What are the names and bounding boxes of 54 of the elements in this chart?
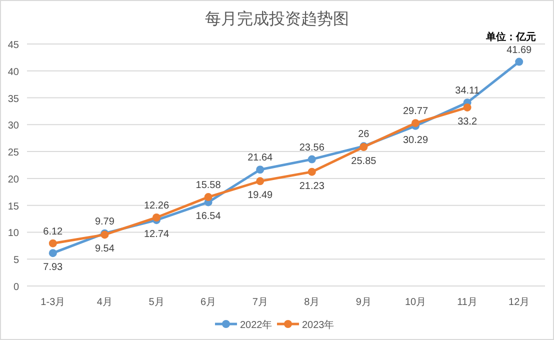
x-tick-label: 1-3月	[40, 297, 66, 308]
y-tick-label: 40	[8, 66, 20, 78]
y-tick-label: 25	[8, 148, 20, 159]
data-label: 25.85	[351, 156, 377, 167]
data-label: 6.12	[43, 226, 64, 238]
y-tick-label: 0	[13, 282, 20, 293]
data-label: 29.77	[402, 106, 428, 118]
point	[48, 249, 57, 258]
point	[204, 193, 212, 202]
point	[515, 58, 524, 66]
data-label: 21.64	[248, 152, 274, 164]
x-tick-label: 4月	[96, 297, 112, 308]
data-label: 23.56	[299, 142, 325, 154]
data-label: 16.54	[196, 211, 222, 222]
data-label: 9.79	[94, 216, 115, 228]
point	[308, 155, 316, 164]
point	[412, 119, 420, 128]
y-tick-label: 35	[8, 94, 20, 105]
point	[152, 213, 160, 222]
data-label: 12.26	[144, 200, 170, 212]
text: 单位：亿元	[485, 31, 536, 43]
y-tick-label: 20	[8, 174, 20, 186]
point	[308, 168, 316, 176]
y-tick-label: 10	[8, 228, 20, 240]
data-label: 15.58	[196, 180, 222, 192]
x-tick-label: 6月	[200, 297, 216, 308]
data-label: 26	[358, 129, 370, 140]
x-tick-label: 10月	[404, 297, 426, 308]
x-tick-label: 7月	[252, 297, 268, 308]
legend-label: 2023年	[302, 319, 334, 331]
data-label: 21.23	[299, 180, 325, 192]
data-label: 34.11	[455, 86, 480, 97]
y-tick-label: 15	[8, 201, 20, 212]
y-tick-label: 5	[13, 255, 20, 266]
data-label: 19.49	[248, 190, 274, 202]
y-tick-label: 45	[8, 40, 20, 51]
chart-title: 每月完成投资趋势图	[205, 10, 349, 28]
y-tick-label: 30	[8, 120, 20, 132]
data-label: 33.2	[458, 116, 478, 128]
x-tick-label: 8月	[304, 297, 320, 308]
point	[463, 103, 472, 112]
data-label: 41.69	[506, 44, 532, 56]
data-label: 9.54	[94, 244, 115, 255]
data-label: 30.29	[402, 134, 428, 146]
point	[48, 239, 57, 248]
x-tick-label: 11月	[457, 297, 478, 308]
data-label: 7.93	[43, 262, 64, 274]
x-tick-label: 9月	[356, 297, 372, 308]
legend-label: 2022年	[240, 319, 272, 331]
point	[256, 166, 264, 174]
x-tick-label: 12月	[508, 297, 530, 308]
data-label: 12.74	[144, 229, 170, 240]
point	[256, 177, 264, 186]
x-tick-label: 5月	[148, 297, 164, 308]
